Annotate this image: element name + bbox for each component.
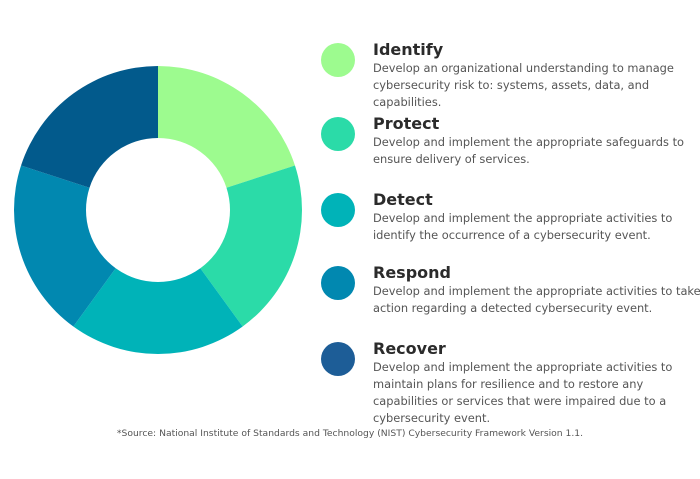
respond-title: Respond bbox=[373, 263, 451, 282]
detect-description: Develop and implement the appropriate ac… bbox=[373, 211, 673, 242]
slice-respond bbox=[14, 165, 116, 327]
slice-recover bbox=[21, 66, 158, 188]
slice-detect bbox=[73, 268, 243, 354]
identify-description: Develop an organizational understanding … bbox=[373, 61, 674, 109]
protect-color-dot bbox=[321, 117, 355, 151]
recover-description: Develop and implement the appropriate ac… bbox=[373, 360, 673, 425]
detect-color-dot bbox=[321, 193, 355, 227]
source-note: *Source: National Institute of Standards… bbox=[116, 428, 584, 439]
slice-identify bbox=[158, 66, 295, 188]
recover-color-dot bbox=[321, 342, 355, 376]
detect-title: Detect bbox=[373, 190, 433, 209]
protect-description: Develop and implement the appropriate sa… bbox=[373, 135, 685, 166]
respond-description: Develop and implement the appropriate ac… bbox=[373, 284, 700, 315]
recover-title: Recover bbox=[373, 339, 446, 358]
identify-title: Identify bbox=[373, 40, 444, 59]
respond-color-dot bbox=[321, 266, 355, 300]
identify-color-dot bbox=[321, 43, 355, 77]
donut-chart bbox=[14, 66, 303, 354]
protect-title: Protect bbox=[373, 114, 440, 133]
slice-protect bbox=[200, 165, 303, 327]
